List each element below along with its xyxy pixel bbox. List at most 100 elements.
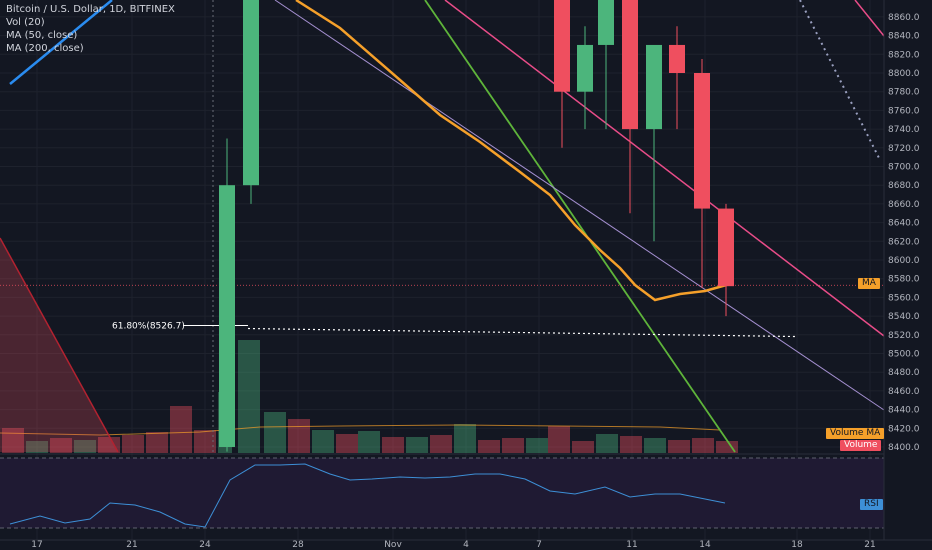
price-tick-label: 8760.0 bbox=[888, 106, 920, 116]
price-tick-label: 8640.0 bbox=[888, 219, 920, 229]
volume-bar bbox=[122, 435, 144, 453]
time-tick-label: 28 bbox=[292, 540, 304, 550]
volume-bar bbox=[502, 438, 524, 453]
pink-channel-upper bbox=[854, 0, 885, 37]
volume-tag: Volume bbox=[840, 440, 882, 451]
candle-body bbox=[219, 185, 235, 447]
candle-body bbox=[718, 208, 734, 287]
lavender-trendline bbox=[274, 0, 885, 411]
price-tick-label: 8680.0 bbox=[888, 181, 920, 191]
candle-body bbox=[669, 44, 685, 73]
price-tick-label: 8560.0 bbox=[888, 293, 920, 303]
fib-extension bbox=[247, 327, 796, 338]
chart-legend: Bitcoin / U.S. Dollar, 1D, BITFINEX Vol … bbox=[6, 3, 175, 55]
candle-body bbox=[554, 0, 570, 92]
volume-bar bbox=[668, 440, 690, 453]
blue-trendline bbox=[9, 0, 113, 85]
price-tick-label: 8500.0 bbox=[888, 350, 920, 360]
volume-bar bbox=[312, 430, 334, 453]
time-tick-label: 17 bbox=[31, 540, 42, 550]
time-tick-label: 4 bbox=[463, 540, 469, 550]
candle-body bbox=[646, 44, 662, 130]
volume-bar bbox=[548, 426, 570, 453]
time-tick-label: 14 bbox=[699, 540, 711, 550]
volume-bar bbox=[194, 430, 216, 453]
ma50-line bbox=[295, 0, 731, 302]
price-tick-label: 8440.0 bbox=[888, 406, 920, 416]
volume-bar bbox=[406, 437, 428, 453]
volume-bar bbox=[146, 432, 168, 453]
volume-bar bbox=[620, 436, 642, 453]
time-tick-label: 21 bbox=[126, 540, 137, 550]
volume-bar bbox=[50, 438, 72, 453]
time-tick-label: 11 bbox=[626, 540, 637, 550]
price-tick-label: 8580.0 bbox=[888, 275, 920, 285]
price-tick-label: 8660.0 bbox=[888, 200, 920, 210]
drawings: 61.80%(8526.7) bbox=[0, 0, 885, 453]
rsi-panel bbox=[0, 454, 932, 540]
price-tick-label: 8600.0 bbox=[888, 256, 920, 266]
volume-bar bbox=[644, 438, 666, 453]
volume-bar bbox=[596, 434, 618, 453]
candle-body bbox=[622, 0, 638, 130]
time-tick-label: 24 bbox=[199, 540, 211, 550]
volume-bar bbox=[26, 441, 48, 453]
volume-bar bbox=[430, 435, 452, 453]
rsi-tag: RSI bbox=[860, 499, 883, 510]
price-tick-label: 8820.0 bbox=[888, 50, 920, 60]
pattern-edge bbox=[0, 237, 119, 453]
volume-ma-line bbox=[0, 424, 721, 436]
price-tick-label: 8420.0 bbox=[888, 424, 920, 434]
price-tick-label: 8860.0 bbox=[888, 13, 920, 23]
price-tick-label: 8520.0 bbox=[888, 331, 920, 341]
time-tick-label: 7 bbox=[536, 540, 542, 550]
green-trendline bbox=[424, 0, 736, 453]
volume-bar bbox=[382, 437, 404, 453]
volume-bar bbox=[74, 440, 96, 453]
volume-ma-tag: Volume MA bbox=[826, 428, 885, 439]
price-tick-label: 8780.0 bbox=[888, 88, 920, 98]
rsi-line bbox=[9, 463, 726, 528]
pink-channel-lower bbox=[444, 0, 885, 337]
volume-bar bbox=[98, 437, 120, 453]
price-tick-label: 8720.0 bbox=[888, 144, 920, 154]
candle-body bbox=[598, 0, 614, 45]
volume-bar bbox=[288, 419, 310, 453]
price-tick-label: 8700.0 bbox=[888, 163, 920, 173]
volume-bar bbox=[526, 438, 548, 453]
volume-bar bbox=[170, 406, 192, 453]
candle-body bbox=[243, 0, 259, 186]
volume-bar bbox=[358, 431, 380, 453]
price-tick-label: 8800.0 bbox=[888, 69, 920, 79]
volume-bar bbox=[478, 440, 500, 453]
price-tick-label: 8840.0 bbox=[888, 32, 920, 42]
volume-bar bbox=[238, 340, 260, 453]
price-tick-label: 8620.0 bbox=[888, 237, 920, 247]
legend-ma50: MA (50, close) bbox=[6, 30, 78, 41]
rsi-background bbox=[0, 458, 884, 528]
fib-label: 61.80%(8526.7) bbox=[112, 322, 185, 332]
volume-bar bbox=[716, 441, 738, 453]
legend-ma200: MA (200, close) bbox=[6, 43, 84, 54]
price-tick-label: 8740.0 bbox=[888, 125, 920, 135]
time-tick-label: 21 bbox=[864, 540, 875, 550]
ma-price-tag: MA bbox=[858, 278, 880, 289]
volume-bar bbox=[692, 438, 714, 453]
price-tick-label: 8460.0 bbox=[888, 387, 920, 397]
volume-bars bbox=[0, 340, 738, 453]
volume-bar bbox=[572, 441, 594, 453]
time-tick-label: Nov bbox=[384, 540, 402, 550]
legend-vol: Vol (20) bbox=[6, 17, 45, 28]
candles bbox=[219, 0, 734, 452]
time-tick-label: 18 bbox=[791, 540, 803, 550]
price-tick-label: 8540.0 bbox=[888, 312, 920, 322]
volume-bar bbox=[336, 434, 358, 453]
candle-body bbox=[694, 73, 710, 209]
volume-bar bbox=[454, 424, 476, 453]
price-tick-label: 8400.0 bbox=[888, 443, 920, 453]
volume-bar bbox=[264, 412, 286, 453]
legend-title: Bitcoin / U.S. Dollar, 1D, BITFINEX bbox=[6, 4, 175, 15]
rsi-axis-bg bbox=[884, 454, 932, 540]
